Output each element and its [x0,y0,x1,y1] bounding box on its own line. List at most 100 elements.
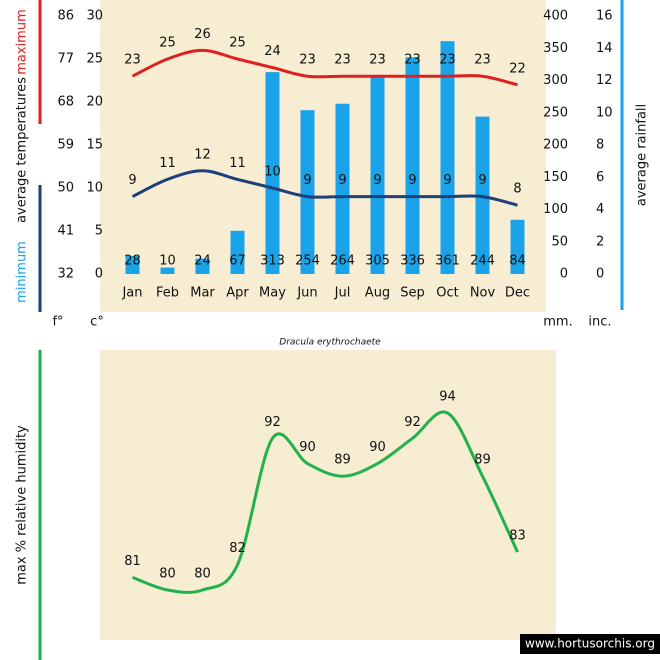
tick-label: 20 [86,95,103,110]
legend-label: minimum [15,241,30,303]
tick-label: 32 [57,267,74,282]
tick-label: 6 [596,170,604,185]
bar [440,41,455,274]
x-tick-label: Feb [156,286,179,301]
bar [230,230,245,274]
line [131,410,519,594]
x-tick-label: Dec [505,286,530,301]
data-label: 10 [159,254,176,269]
bar [510,219,525,274]
data-label: 89 [474,453,491,468]
data-label: 92 [404,415,421,430]
tick-label: 25 [86,52,103,67]
tick-label: 400 [543,9,568,24]
tick-label: 2 [596,234,604,249]
tick-label: 5 [95,224,103,239]
tick-label: 0 [596,267,604,282]
data-label: 23 [404,53,421,68]
tick-label: 14 [596,41,613,56]
data-label: 305 [365,254,390,269]
tick-label: 100 [543,202,568,217]
legend-label: maximum [15,9,30,75]
x-tick-label: Jul [334,286,351,301]
tick-label: 30 [86,9,103,24]
data-label: 23 [439,53,456,68]
y-axis-label: average temperatures [15,77,30,223]
unit-label: c° [90,315,104,330]
caption: Dracula erythrochaete [279,338,381,348]
data-label: 11 [159,156,176,171]
data-label: 81 [124,554,141,569]
x-tick-label: Aug [365,286,390,301]
data-label: 26 [194,27,211,42]
data-label: 22 [509,61,526,76]
data-label: 361 [435,254,460,269]
data-label: 8 [513,182,521,197]
data-label: 9 [303,173,311,188]
bar [160,267,175,274]
data-label: 25 [159,36,176,51]
data-label: 83 [509,529,526,544]
data-label: 94 [439,390,456,405]
data-label: 9 [443,173,451,188]
data-label: 92 [264,415,281,430]
tick-label: 10 [86,181,103,196]
x-tick-label: Jan [121,286,142,301]
tick-label: 200 [543,138,568,153]
bar [300,110,315,274]
plot-background [100,350,556,640]
data-label: 23 [369,53,386,68]
x-tick-label: Mar [190,286,215,301]
unit-label: inc. [588,315,611,330]
data-label: 9 [408,173,416,188]
tick-label: 0 [95,267,103,282]
data-label: 12 [194,147,211,162]
tick-label: 150 [543,170,568,185]
watermark-bg [520,634,660,654]
x-tick-label: Oct [436,286,458,301]
tick-label: 50 [57,181,74,196]
data-label: 313 [260,254,285,269]
data-label: 9 [373,173,381,188]
tick-label: 68 [57,95,74,110]
data-label: 80 [194,567,211,582]
data-label: 10 [264,165,281,180]
data-label: 336 [400,254,425,269]
data-label: 67 [229,254,246,269]
data-label: 244 [470,254,495,269]
x-tick-label: Nov [470,286,496,301]
tick-label: 12 [596,73,613,88]
bar [335,103,350,274]
data-label: 25 [229,36,246,51]
x-tick-label: May [259,286,286,301]
data-label: 84 [509,254,526,269]
y-axis-label: max % relative humidity [15,425,30,585]
tick-label: 59 [57,138,74,153]
bar [405,57,420,274]
data-label: 90 [299,440,316,455]
data-label: 89 [334,453,351,468]
tick-label: 300 [543,73,568,88]
data-label: 23 [124,53,141,68]
data-label: 28 [124,254,141,269]
data-label: 24 [264,44,281,59]
tick-label: 86 [57,9,74,24]
watermark: www.hortusorchis.org [525,637,655,651]
data-label: 80 [159,567,176,582]
data-label: 23 [299,53,316,68]
tick-label: 41 [57,224,74,239]
tick-label: 10 [596,105,613,120]
tick-label: 16 [596,9,613,24]
data-label: 254 [295,254,320,269]
tick-label: 77 [57,52,74,67]
line [131,169,518,207]
data-label: 11 [229,156,246,171]
data-label: 23 [474,53,491,68]
line [131,48,518,87]
bar [265,72,280,275]
tick-label: 15 [86,138,103,153]
tick-label: 4 [596,202,604,217]
data-label: 9 [478,173,486,188]
y2-axis-label: average rainfall [635,104,650,206]
